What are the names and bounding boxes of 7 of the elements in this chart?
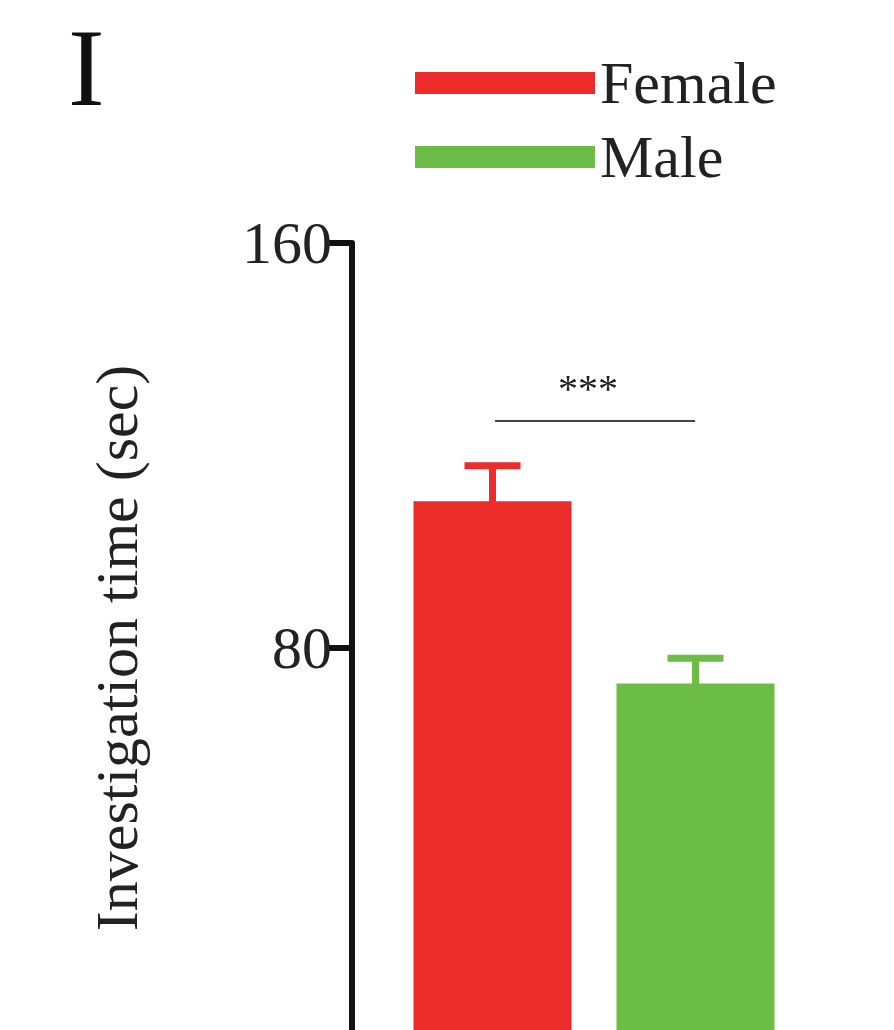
y-tick-label: 160 [242, 210, 332, 276]
chart-title: I [68, 7, 105, 129]
legend-label: Male [600, 124, 724, 190]
y-tick-label: 80 [272, 615, 332, 681]
annotation: *** [558, 365, 618, 411]
legend-label: Female [600, 50, 777, 116]
y-axis-title: Investigation time (sec) [84, 364, 150, 932]
